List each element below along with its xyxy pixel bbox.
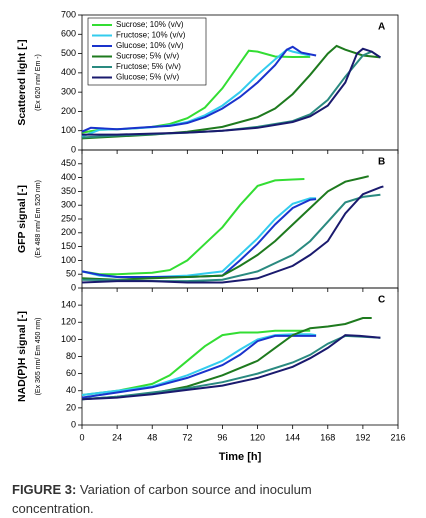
x-tick-label: 216 (390, 432, 405, 442)
caption-text: Variation of carbon source and inoculum … (12, 482, 312, 516)
x-tick-label: 24 (112, 432, 122, 442)
legend-label: Sucrose; 5% (v/v) (116, 52, 179, 61)
y-tick-label: 120 (61, 317, 76, 327)
caption: FIGURE 3: Variation of carbon source and… (12, 480, 372, 518)
series-line (81, 175, 369, 281)
y-tick-label: 450 (61, 158, 76, 168)
x-tick-label: 48 (147, 432, 157, 442)
y-tick-label: 100 (61, 125, 76, 135)
y-tick-label: 300 (61, 200, 76, 210)
legend-label: Sucrose; 10% (v/v) (116, 20, 184, 29)
series-line (81, 178, 305, 276)
series-line (81, 185, 384, 284)
x-tick-label: 120 (250, 432, 265, 442)
y-tick-label: 100 (61, 255, 76, 265)
x-tick-label: 168 (320, 432, 335, 442)
y-tick-label: 300 (61, 87, 76, 97)
y-tick-label: 60 (66, 368, 76, 378)
y-tick-label: 250 (61, 213, 76, 223)
y-tick-label: 700 (61, 9, 76, 19)
y-tick-label: 0 (71, 144, 76, 154)
panel-label: C (378, 295, 385, 306)
series-line (81, 197, 317, 278)
y-tick-label: 400 (61, 67, 76, 77)
x-tick-label: 192 (355, 432, 370, 442)
legend-label: Fructose; 10% (v/v) (116, 31, 186, 40)
series-line (81, 334, 317, 399)
y-tick-label: 20 (66, 402, 76, 412)
legend-box (87, 17, 207, 86)
y-tick-label: 0 (71, 419, 76, 429)
y-tick-label: 100 (61, 334, 76, 344)
panel-label: B (378, 157, 385, 168)
y-tick-label: 400 (61, 172, 76, 182)
y-axis-label: Scattered light [-] (16, 39, 28, 125)
x-tick-label: 72 (182, 432, 192, 442)
y-tick-label: 140 (61, 300, 76, 310)
legend-label: Fructose; 5% (v/v) (116, 62, 181, 71)
y-axis-sublabel: (Ex 488 nm/ Em 520 nm) (35, 180, 42, 258)
x-tick-label: 0 (79, 432, 84, 442)
y-tick-label: 50 (66, 269, 76, 279)
y-tick-label: 80 (66, 351, 76, 361)
caption-label: FIGURE 3: (12, 482, 77, 497)
plot-frame (81, 287, 399, 426)
y-tick-label: 40 (66, 385, 76, 395)
legend-label: Glucose; 5% (v/v) (116, 73, 179, 82)
x-axis-label: Time [h] (219, 451, 262, 463)
series-line (81, 333, 317, 396)
y-tick-label: 200 (61, 227, 76, 237)
series-line (81, 329, 311, 396)
series-line (82, 47, 381, 136)
series-line (81, 198, 317, 278)
series-line (81, 45, 317, 133)
y-tick-label: 200 (61, 106, 76, 116)
y-axis-label: NAD(P)H signal [-] (16, 311, 28, 402)
plot-frame (81, 149, 399, 289)
x-tick-label: 96 (217, 432, 227, 442)
legend-label: Glucose; 10% (v/v) (116, 41, 184, 50)
y-tick-label: 350 (61, 186, 76, 196)
panel-label: A (378, 22, 385, 33)
series-line (81, 334, 381, 401)
y-tick-label: 600 (61, 29, 76, 39)
y-axis-sublabel: (Ex 620 nm/ Em -) (35, 54, 42, 111)
y-axis-label: GFP signal [-] (16, 185, 28, 253)
y-tick-label: 500 (61, 48, 76, 58)
y-tick-label: 150 (61, 241, 76, 251)
x-tick-label: 144 (285, 432, 300, 442)
y-tick-label: 0 (71, 282, 76, 292)
y-axis-sublabel: (Ex 365 nm/ Em 450 nm) (35, 318, 42, 396)
